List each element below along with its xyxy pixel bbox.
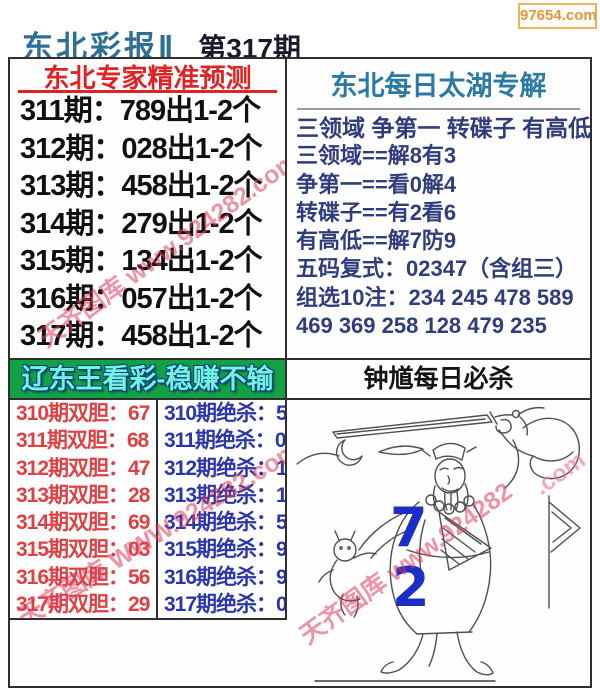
taihu-line: 争第一==看0解4 bbox=[296, 171, 457, 197]
table-row: 310期绝杀：5 bbox=[164, 402, 285, 425]
table-row: 317期双胆：29 bbox=[16, 592, 150, 616]
table-row: 316期双胆：56 bbox=[16, 565, 150, 589]
table-row: 311期双胆：68 bbox=[16, 429, 149, 453]
kill-number-top: 7 bbox=[390, 496, 428, 559]
table-row: 311期绝杀：0 bbox=[164, 429, 285, 453]
juesha-column: 310期绝杀：5 311期绝杀：0 312期绝杀：1 313期绝杀：1 314期… bbox=[158, 400, 285, 618]
taihu-panel: 东北每日太湖专解 三领域 争第一 转碟子 有高低 三领域==解8有3 争第一==… bbox=[287, 59, 590, 358]
taihu-line: 五码复式：02347（含组三） bbox=[296, 256, 578, 282]
prediction-row: 315期：134出1-2个 bbox=[20, 245, 263, 277]
prediction-row: 313期：458出1-2个 bbox=[20, 170, 263, 202]
table-row: 313期绝杀：1 bbox=[164, 483, 285, 507]
bulletin-board: 东北专家精准预测 311期：789出1-2个 312期：028出1-2个 313… bbox=[8, 57, 592, 688]
taihu-line: 三领域 争第一 转碟子 有高低 bbox=[296, 115, 590, 141]
history-table: 310期双胆：67 311期双胆：68 312期双胆：47 313期双胆：28 … bbox=[10, 400, 285, 618]
zhongkui-band-header: 钟馗每日必杀 bbox=[363, 365, 514, 393]
site-badge-link[interactable]: 97654.com bbox=[518, 3, 597, 29]
prediction-row: 314期：279出1-2个 bbox=[20, 207, 263, 240]
liaodongwang-band-header: 辽东王看彩-稳赚不输 bbox=[10, 360, 285, 398]
table-row: 313期双胆：28 bbox=[16, 483, 150, 507]
zhongkui-line-drawing bbox=[296, 406, 581, 682]
taihu-panel-header: 东北每日太湖专解 bbox=[297, 64, 580, 110]
expert-panel-header: 东北专家精准预测 bbox=[18, 62, 277, 93]
table-row: 314期绝杀：5 bbox=[164, 511, 285, 534]
table-row: 310期双胆：67 bbox=[16, 402, 150, 425]
panel-divider bbox=[285, 59, 287, 620]
taihu-line: 三领域==解8有3 bbox=[296, 143, 457, 169]
zhongkui-illustration: 7 2 天齐图库 www.924282 .com bbox=[287, 400, 590, 686]
prediction-row: 317期：458出1-2个 bbox=[20, 320, 263, 352]
separator-line bbox=[10, 358, 590, 360]
prediction-row: 312期：028出1-2个 bbox=[20, 132, 263, 165]
prediction-row: 316期：057出1-2个 bbox=[20, 282, 263, 315]
kill-number-bottom: 2 bbox=[392, 556, 430, 619]
table-row: 315期双胆：03 bbox=[16, 538, 150, 562]
shuangdan-column: 310期双胆：67 311期双胆：68 312期双胆：47 313期双胆：28 … bbox=[10, 400, 156, 618]
taihu-line: 组选10注：234 245 478 589 bbox=[296, 284, 574, 310]
separator-line bbox=[10, 618, 287, 620]
table-row: 317期绝杀：0 bbox=[164, 592, 285, 616]
taihu-line: 有高低==解7防9 bbox=[296, 228, 457, 254]
taihu-line: 469 369 258 128 479 235 bbox=[296, 313, 547, 339]
table-row: 312期双胆：47 bbox=[16, 456, 150, 480]
table-row: 316期绝杀：9 bbox=[164, 565, 285, 589]
prediction-row: 311期：789出1-2个 bbox=[20, 95, 261, 127]
expert-prediction-panel: 东北专家精准预测 311期：789出1-2个 312期：028出1-2个 313… bbox=[10, 59, 285, 358]
table-row: 315期绝杀：9 bbox=[164, 538, 285, 562]
separator-line bbox=[10, 398, 590, 400]
taihu-line: 转碟子==有2看6 bbox=[296, 199, 457, 225]
column-divider bbox=[156, 400, 158, 618]
table-row: 312期绝杀：1 bbox=[164, 456, 285, 480]
table-row: 314期双胆：69 bbox=[16, 511, 150, 534]
